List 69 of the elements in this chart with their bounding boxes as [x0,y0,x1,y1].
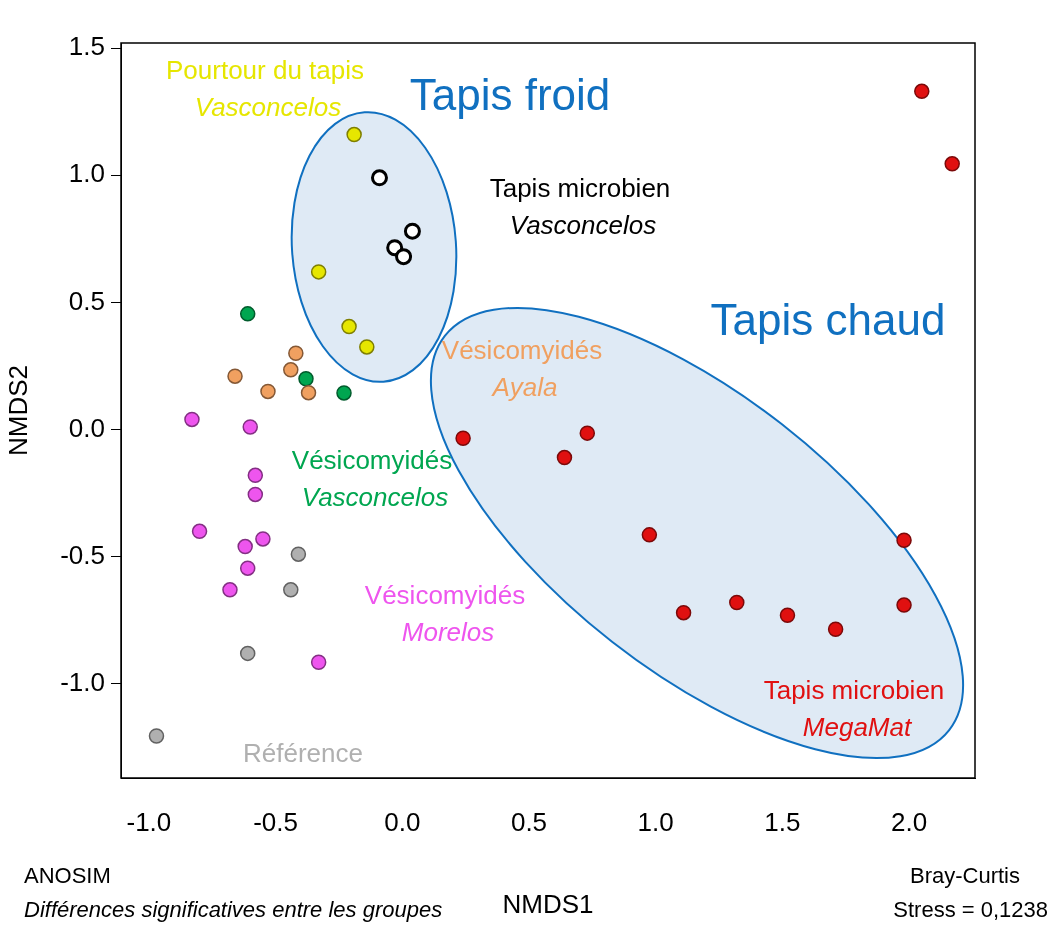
point [260,383,276,400]
y-tick-label: 0.0 [68,412,105,443]
point [148,728,165,744]
text: Stress = 0,1238 [893,897,1048,923]
text: Bray-Curtis [909,863,1020,889]
text: Tapis microbien MegaMat [763,675,945,743]
x-tick-label: 1.5 [764,806,801,837]
point [944,156,960,172]
point [395,248,413,266]
x-tick-label: -0.5 [253,806,298,837]
annotation: Tapis froid [409,70,611,120]
point [827,621,844,637]
point [779,607,796,623]
point [403,222,421,240]
x-axis-title: NMDS1 [502,888,594,919]
point [239,560,256,576]
point [310,264,327,280]
point [247,467,264,484]
y-tick-label: -1.0 [60,667,105,698]
point [370,169,388,187]
y-tick-label: 1.0 [68,158,105,189]
annotation: Tapis chaud [710,295,946,345]
point [579,425,596,441]
text: Vésicomyidés Ayala [441,335,603,403]
point [283,362,299,378]
point [341,318,357,335]
x-tick-label: 0.0 [384,806,421,837]
text: ANOSIM [24,863,111,889]
point [239,306,256,322]
point [359,339,375,355]
point [300,384,317,401]
point [336,385,352,401]
text: Différences significatives entre les groupes [24,897,443,923]
series-label: Vésicomyidés Morelos [364,580,526,648]
y-tick-label: -0.5 [60,539,105,570]
y-axis-title: NMDS2 [2,364,33,457]
x-tick-label: 0.5 [510,806,548,837]
x-tick-label: -1.0 [126,806,172,837]
point [675,604,692,621]
point [227,368,243,384]
point [239,645,256,662]
point [729,594,745,611]
point [346,126,362,143]
point [298,370,314,387]
point [184,411,200,428]
point [237,538,253,555]
point [288,345,304,362]
point [255,531,271,547]
point [283,582,299,598]
point [242,419,258,435]
point [641,527,658,543]
y-tick-label: 0.5 [68,285,105,316]
point [914,83,930,100]
text: Tapis microbien Vasconcelos [489,173,671,241]
x-tick-label: 2.0 [891,806,928,837]
point [455,430,471,446]
point [247,486,264,503]
series-label: Pourtour du tapis Vasconcelos [165,55,365,123]
point [290,546,307,562]
point [222,582,238,598]
point [896,597,912,613]
point [191,523,208,540]
point [896,532,912,548]
text: Vésicomyidés Vasconcelos [291,445,453,513]
point [556,449,573,466]
text: Référence [243,738,363,769]
y-tick-label: 1.5 [68,31,105,62]
point [310,654,327,671]
x-tick-label: 1.0 [637,806,674,837]
